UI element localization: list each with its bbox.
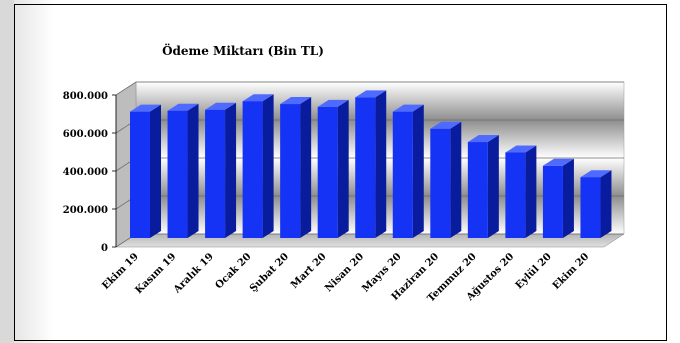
- bar-side: [412, 104, 424, 239]
- bar-side: [525, 145, 537, 238]
- x-tick-label: Ekim 20: [551, 251, 592, 292]
- bar-top: [467, 135, 499, 143]
- y-tick-label: 800.000: [63, 91, 108, 102]
- bar: [280, 104, 301, 238]
- bar-top: [242, 94, 274, 102]
- bar: [430, 128, 451, 238]
- bar-top: [317, 99, 349, 107]
- bar-side: [487, 135, 499, 238]
- y-tick-label: 0: [101, 243, 108, 254]
- left-frame-bar: [0, 0, 14, 343]
- bar: [392, 111, 413, 238]
- x-tick-label: Kasım 19: [133, 251, 178, 296]
- bar: [355, 97, 376, 239]
- bar-top: [392, 104, 424, 112]
- bar-top: [430, 121, 462, 129]
- bar: [505, 152, 526, 238]
- bar: [580, 177, 601, 238]
- bar-top: [130, 104, 161, 112]
- bar: [205, 109, 226, 238]
- bar-top: [280, 97, 312, 105]
- bar: [167, 110, 188, 238]
- bar-side: [150, 104, 161, 239]
- bar-side: [300, 97, 312, 238]
- x-tick-label: Mart 20: [289, 251, 329, 291]
- bar: [242, 101, 263, 238]
- x-tick-label: Ocak 20: [213, 251, 253, 291]
- left-frame-shadow: [14, 0, 54, 343]
- bar-top: [580, 170, 612, 178]
- bar: [542, 165, 563, 238]
- x-tick-label: Eylül 20: [514, 251, 554, 291]
- y-tick-label: 400.000: [63, 167, 108, 178]
- gridline: [115, 81, 624, 96]
- bar-side: [375, 90, 387, 239]
- bar-top: [542, 158, 574, 166]
- bar: [467, 142, 488, 238]
- bar-top: [505, 145, 537, 153]
- bar-side: [262, 94, 274, 238]
- x-tick-label: Şubat 20: [248, 251, 291, 294]
- bar-top: [355, 90, 387, 98]
- bar-top: [205, 102, 237, 110]
- bar-side: [187, 103, 199, 238]
- bar-side: [600, 170, 612, 238]
- bar: [130, 111, 150, 238]
- y-tick-label: 200.000: [63, 205, 108, 216]
- bar: [317, 106, 338, 239]
- chart-panel: [14, 4, 667, 341]
- x-tick-label: Nisan 20: [323, 251, 366, 294]
- chart-title: Ödeme Miktarı (Bin TL): [162, 42, 324, 58]
- bar-side: [337, 99, 349, 239]
- x-tick-label: Aralık 19: [171, 251, 216, 296]
- y-tick-label: 600.000: [63, 129, 108, 140]
- bar-top: [167, 103, 199, 111]
- bar-side: [562, 158, 574, 238]
- bar-side: [450, 121, 462, 238]
- bar-side: [225, 102, 237, 238]
